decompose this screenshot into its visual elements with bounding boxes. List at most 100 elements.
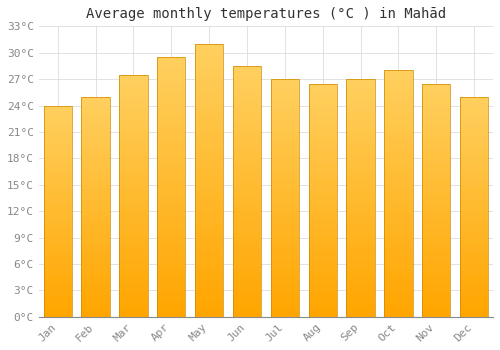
Bar: [422, 135, 450, 140]
Bar: [195, 44, 224, 317]
Bar: [157, 286, 186, 291]
Bar: [346, 279, 375, 284]
Bar: [233, 191, 261, 196]
Bar: [82, 255, 110, 260]
Bar: [346, 131, 375, 136]
Bar: [308, 228, 337, 233]
Bar: [460, 136, 488, 141]
Bar: [119, 312, 148, 317]
Bar: [195, 279, 224, 284]
Bar: [195, 82, 224, 88]
Bar: [308, 93, 337, 98]
Bar: [384, 213, 412, 218]
Bar: [233, 276, 261, 282]
Bar: [119, 239, 148, 244]
Bar: [384, 253, 412, 258]
Bar: [233, 161, 261, 166]
Bar: [44, 110, 72, 114]
Bar: [44, 190, 72, 194]
Bar: [308, 121, 337, 126]
Bar: [384, 85, 412, 90]
Bar: [82, 273, 110, 277]
Bar: [346, 155, 375, 160]
Bar: [233, 312, 261, 317]
Bar: [44, 300, 72, 304]
Bar: [157, 130, 186, 135]
Bar: [422, 252, 450, 256]
Bar: [233, 96, 261, 101]
Bar: [157, 62, 186, 68]
Bar: [422, 293, 450, 298]
Bar: [422, 126, 450, 130]
Bar: [346, 236, 375, 241]
Bar: [195, 159, 224, 164]
Bar: [346, 241, 375, 245]
Bar: [346, 312, 375, 317]
Bar: [422, 163, 450, 168]
Bar: [422, 200, 450, 205]
Bar: [82, 132, 110, 136]
Bar: [233, 171, 261, 176]
Bar: [119, 249, 148, 254]
Bar: [44, 173, 72, 177]
Bar: [270, 307, 299, 312]
Bar: [384, 154, 412, 159]
Bar: [157, 301, 186, 306]
Bar: [44, 279, 72, 283]
Bar: [44, 139, 72, 144]
Bar: [157, 249, 186, 254]
Bar: [82, 172, 110, 176]
Bar: [346, 93, 375, 98]
Bar: [157, 135, 186, 140]
Bar: [422, 303, 450, 307]
Bar: [82, 97, 110, 101]
Bar: [157, 104, 186, 109]
Bar: [157, 125, 186, 130]
Bar: [82, 299, 110, 303]
Bar: [460, 273, 488, 277]
Bar: [82, 229, 110, 233]
Bar: [346, 141, 375, 146]
Bar: [422, 186, 450, 191]
Bar: [195, 273, 224, 279]
Bar: [308, 126, 337, 130]
Bar: [157, 260, 186, 265]
Bar: [195, 71, 224, 77]
Bar: [460, 290, 488, 295]
Bar: [119, 128, 148, 133]
Bar: [384, 194, 412, 198]
Bar: [233, 237, 261, 242]
Bar: [195, 251, 224, 257]
Bar: [384, 184, 412, 189]
Bar: [119, 89, 148, 94]
Bar: [44, 245, 72, 249]
Bar: [195, 230, 224, 235]
Bar: [460, 286, 488, 290]
Bar: [195, 88, 224, 93]
Bar: [422, 144, 450, 149]
Bar: [119, 230, 148, 235]
Bar: [44, 258, 72, 262]
Bar: [82, 154, 110, 158]
Bar: [119, 205, 148, 210]
Bar: [422, 158, 450, 163]
Bar: [308, 177, 337, 182]
Bar: [44, 164, 72, 169]
Bar: [119, 220, 148, 225]
Bar: [119, 225, 148, 230]
Bar: [119, 293, 148, 297]
Bar: [460, 149, 488, 154]
Bar: [270, 155, 299, 160]
Bar: [82, 136, 110, 141]
Bar: [195, 268, 224, 273]
Bar: [460, 264, 488, 268]
Bar: [82, 220, 110, 224]
Bar: [308, 214, 337, 219]
Bar: [233, 211, 261, 216]
Bar: [384, 272, 412, 277]
Bar: [270, 160, 299, 164]
Bar: [157, 296, 186, 301]
Bar: [384, 115, 412, 120]
Bar: [346, 179, 375, 184]
Bar: [82, 163, 110, 167]
